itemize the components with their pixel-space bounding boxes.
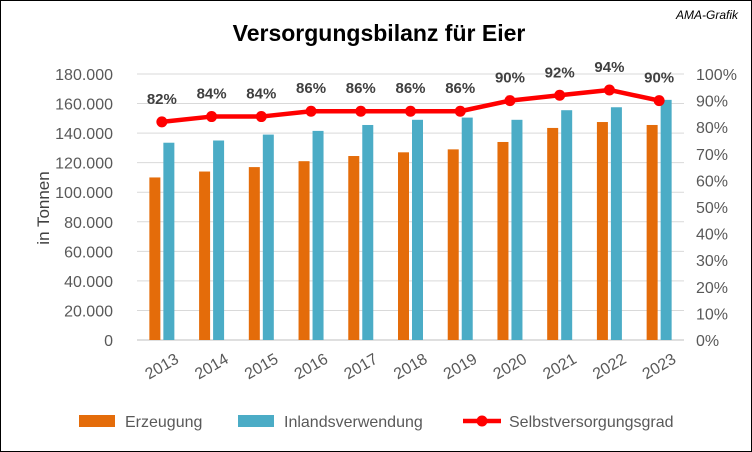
data-label: 84% [246, 86, 276, 103]
bar-inlandsverwendung [610, 107, 622, 340]
data-label: 84% [197, 86, 227, 103]
bar-inlandsverwendung [461, 117, 473, 340]
data-label: 90% [644, 70, 674, 87]
bar-erzeugung [447, 149, 459, 340]
y-left-tick-label: 100.000 [55, 185, 113, 202]
line-marker [653, 95, 665, 107]
data-label: 86% [445, 80, 475, 97]
y-left-tick-label: 160.000 [55, 97, 113, 114]
y-right-tick-label: 60% [696, 173, 728, 190]
line-marker [504, 95, 516, 107]
data-label: 94% [594, 59, 624, 76]
bars-group [149, 99, 672, 341]
legend-label-selbstversorgungsgrad: Selbstversorgungsgrad [509, 414, 674, 431]
line-marker [255, 111, 267, 123]
y-right-tick-label: 0% [696, 333, 719, 350]
data-label: 92% [545, 64, 575, 81]
y-right-tick-label: 10% [696, 306, 728, 323]
bar-inlandsverwendung [660, 99, 672, 340]
y-left-tick-label: 180.000 [55, 67, 113, 84]
legend-swatch-inlandsverwendung [238, 415, 274, 427]
bar-erzeugung [596, 122, 608, 341]
y-right-tick-label: 100% [696, 67, 737, 84]
y-right-tick-label: 30% [696, 253, 728, 270]
legend-swatch-erzeugung [79, 415, 115, 427]
bar-erzeugung [646, 124, 658, 340]
x-ticks: 2013 2014 2015 2016 2017 2018 2019 2020 2021 2022… [143, 351, 680, 384]
bar-erzeugung [398, 152, 409, 340]
x-tick-label: 2017 [341, 351, 380, 384]
bar-erzeugung [248, 167, 260, 340]
legend-marker-selbstversorgungsgrad [476, 415, 488, 427]
y-right-tick-label: 70% [696, 147, 728, 164]
legend: Erzeugung Inlandsverwendung Selbstversorgu… [79, 414, 674, 431]
legend-label-inlandsverwendung: Inlandsverwendung [284, 414, 423, 431]
data-label: 86% [346, 80, 376, 97]
y-right-tick-label: 80% [696, 120, 728, 137]
y-right-tick-label: 90% [696, 94, 728, 111]
bar-erzeugung [199, 171, 211, 340]
x-tick-label: 2015 [242, 351, 281, 384]
data-label: 86% [395, 80, 425, 97]
x-tick-label: 2013 [143, 351, 182, 384]
data-label: 86% [296, 80, 326, 97]
bar-inlandsverwendung [412, 119, 423, 340]
line-marker [206, 111, 218, 123]
line-marker [603, 84, 615, 96]
y-left-tick-label: 80.000 [64, 215, 113, 232]
x-tick-label: 2020 [491, 351, 530, 384]
y-left-tick-label: 40.000 [64, 274, 113, 291]
y-axis-label: in Tonnen [34, 171, 53, 244]
bar-erzeugung [497, 141, 509, 340]
y-left-tick-label: 120.000 [55, 156, 113, 173]
bar-inlandsverwendung [312, 130, 324, 340]
legend-label-erzeugung: Erzeugung [125, 414, 202, 431]
bar-inlandsverwendung [163, 142, 175, 340]
line-marker [305, 105, 317, 117]
bar-erzeugung [149, 177, 161, 340]
bar-inlandsverwendung [511, 119, 523, 340]
bar-erzeugung [547, 127, 559, 340]
y-right-tick-label: 20% [696, 280, 728, 297]
line-marker [355, 105, 367, 117]
x-tick-label: 2019 [441, 351, 480, 384]
data-label: 90% [495, 70, 525, 87]
x-tick-label: 2021 [540, 351, 579, 384]
gridlines [137, 73, 684, 341]
y-right-ticks: 0% 10% 20% 30% 40% 50% 60% 70% 80% 90% 100% [696, 67, 737, 350]
y-right-tick-label: 50% [696, 200, 728, 217]
y-left-tick-label: 20.000 [64, 303, 113, 320]
data-label: 82% [147, 91, 177, 108]
source-note: AMA-Grafik [675, 8, 739, 22]
y-left-ticks: 0 20.000 40.000 60.000 80.000 100.000 120.000 1… [55, 67, 113, 350]
line-marker [554, 89, 566, 101]
line-marker [156, 116, 168, 128]
bar-erzeugung [298, 161, 310, 340]
bar-inlandsverwendung [262, 134, 274, 340]
chart-title: Versorgungsbilanz für Eier [233, 20, 526, 46]
x-tick-label: 2016 [292, 351, 331, 384]
bar-inlandsverwendung [213, 140, 225, 340]
line-marker [405, 105, 416, 117]
x-tick-label: 2022 [590, 351, 629, 384]
x-tick-label: 2023 [640, 351, 679, 384]
x-tick-label: 2018 [391, 351, 430, 384]
y-right-tick-label: 40% [696, 227, 728, 244]
bar-inlandsverwendung [362, 124, 374, 340]
bar-erzeugung [348, 156, 360, 340]
x-tick-label: 2014 [192, 351, 231, 384]
y-left-tick-label: 0 [104, 333, 113, 350]
bar-inlandsverwendung [561, 110, 573, 340]
y-left-tick-label: 140.000 [55, 126, 113, 143]
line-group: 82% 84% 84% 86% 86% 86% 86% 90% 92% 94% 90% [147, 59, 674, 128]
line-marker [454, 105, 466, 117]
y-left-tick-label: 60.000 [64, 244, 113, 261]
